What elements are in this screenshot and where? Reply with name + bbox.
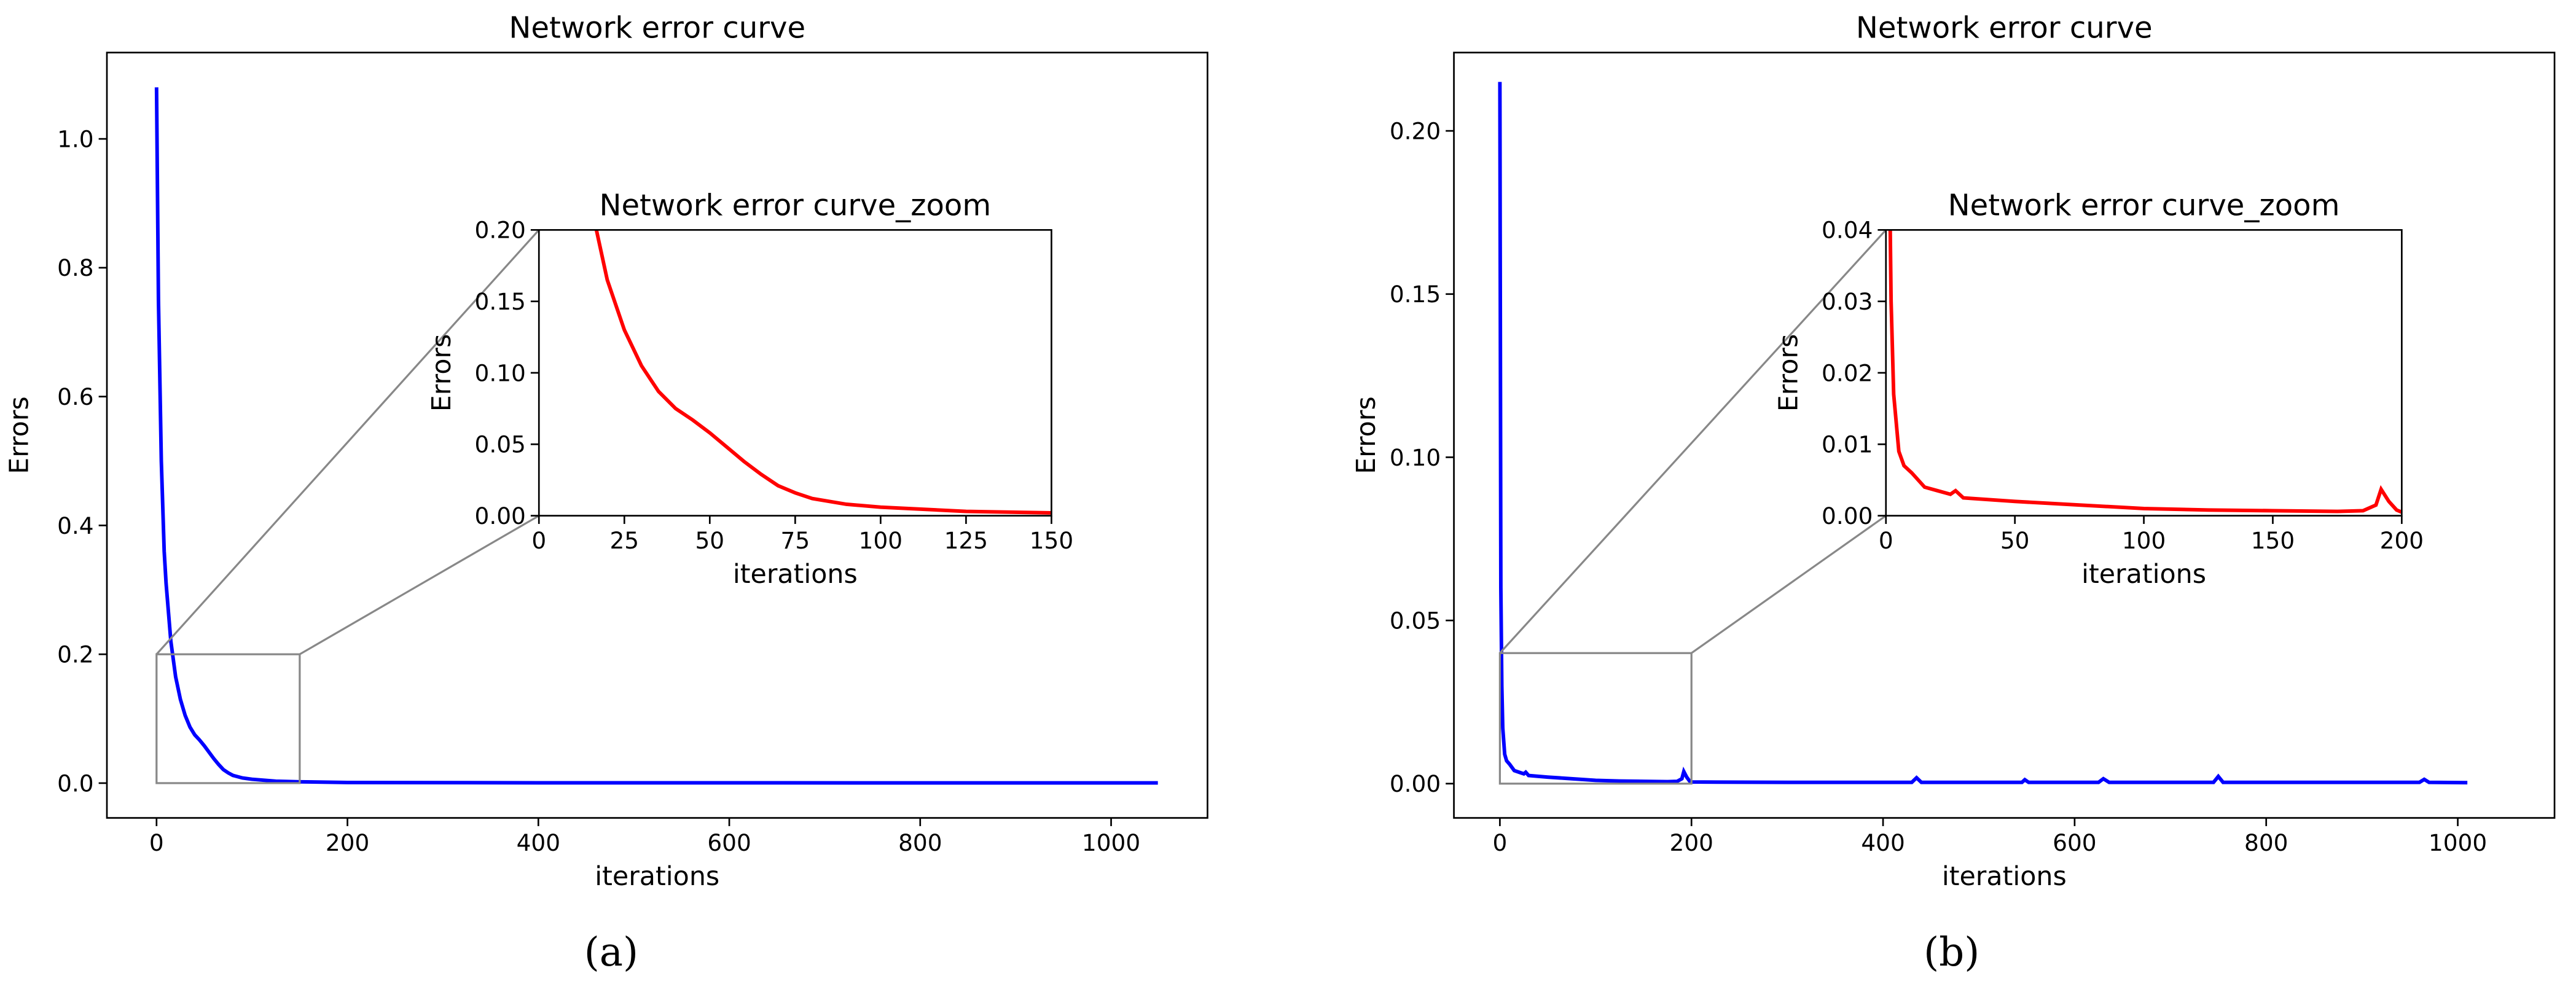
y-tick-label: 0.15 — [1390, 281, 1441, 308]
x-tick-label: 800 — [2244, 829, 2288, 856]
y-tick-label: 0.2 — [57, 641, 94, 668]
zoom-connector — [155, 229, 540, 655]
inset-title: Network error curve_zoom — [1948, 188, 2340, 222]
x-tick-label: 125 — [944, 527, 988, 554]
x-tick-label: 0 — [149, 829, 164, 856]
x-tick-label: 200 — [326, 829, 369, 856]
x-tick-label: 0 — [1879, 527, 1893, 554]
error-line — [154, 87, 1158, 785]
x-tick-label: 600 — [2053, 829, 2096, 856]
x-tick-label: 400 — [1861, 829, 1905, 856]
inset-area — [539, 230, 1052, 516]
y-tick-label: 0.15 — [475, 288, 526, 315]
y-tick-label: 0.05 — [475, 431, 526, 458]
inset-title: Network error curve_zoom — [599, 188, 991, 222]
x-tick-label: 1000 — [2429, 829, 2487, 856]
x-tick-label: 100 — [859, 527, 902, 554]
x-tick-label: 1000 — [1082, 829, 1140, 856]
y-tick-label: 0.00 — [1390, 770, 1441, 797]
y-axis-label: Errors — [4, 396, 35, 474]
chart-title: Network error curve — [1856, 10, 2153, 45]
zoom-line — [1888, 230, 2402, 514]
y-axis-label: Errors — [1351, 396, 1382, 474]
y-axis-label: Errors — [1773, 334, 1804, 412]
y-tick-label: 1.0 — [57, 125, 94, 152]
x-tick-label: 200 — [1670, 829, 1713, 856]
caption: (a) — [584, 929, 638, 975]
axes-frame — [1453, 52, 2556, 819]
y-tick-label: 0.00 — [1822, 502, 1873, 529]
x-tick-label: 800 — [898, 829, 942, 856]
error-line — [1498, 82, 2468, 785]
x-tick-label: 400 — [517, 829, 560, 856]
x-tick-label: 75 — [781, 527, 810, 554]
zoom-rect — [1498, 652, 1693, 785]
x-tick-label: 200 — [2380, 527, 2424, 554]
x-tick-label: 50 — [2000, 527, 2030, 554]
y-tick-label: 0.20 — [475, 217, 526, 244]
y-tick-label: 0.02 — [1822, 359, 1873, 386]
x-tick-label: 50 — [695, 527, 724, 554]
x-tick-label: 0 — [531, 527, 546, 554]
y-tick-label: 0.04 — [1822, 217, 1873, 244]
y-tick-label: 0.01 — [1822, 431, 1873, 458]
x-tick-label: 0 — [1492, 829, 1507, 856]
x-axis-label: iterations — [2081, 559, 2206, 590]
zoom-line — [594, 230, 1052, 515]
x-axis-label: iterations — [595, 861, 719, 892]
y-tick-label: 0.20 — [1390, 117, 1441, 144]
y-tick-label: 0.8 — [57, 254, 94, 281]
x-tick-label: 100 — [2122, 527, 2166, 554]
y-tick-label: 0.10 — [475, 359, 526, 386]
zoom-connector — [1499, 229, 1887, 654]
y-tick-label: 0.03 — [1822, 288, 1873, 315]
y-tick-label: 0.10 — [1390, 444, 1441, 471]
axes-frame — [106, 52, 1208, 819]
caption: (b) — [1924, 929, 1979, 975]
x-tick-label: 150 — [1030, 527, 1073, 554]
x-tick-label: 25 — [609, 527, 639, 554]
y-axis-label: Errors — [426, 334, 457, 412]
y-tick-label: 0.6 — [57, 383, 94, 410]
y-tick-label: 0.4 — [57, 512, 94, 539]
zoom-rect — [155, 653, 301, 784]
chart-title: Network error curve — [509, 10, 805, 45]
x-tick-label: 150 — [2251, 527, 2295, 554]
x-tick-label: 600 — [707, 829, 751, 856]
y-tick-label: 0.00 — [475, 502, 526, 529]
y-tick-label: 0.0 — [57, 770, 94, 797]
zoom-connector — [1691, 515, 1887, 654]
y-tick-label: 0.05 — [1390, 607, 1441, 634]
zoom-connector — [299, 515, 540, 655]
x-axis-label: iterations — [1942, 861, 2067, 892]
x-axis-label: iterations — [733, 559, 858, 590]
inset-area — [1885, 230, 2402, 516]
